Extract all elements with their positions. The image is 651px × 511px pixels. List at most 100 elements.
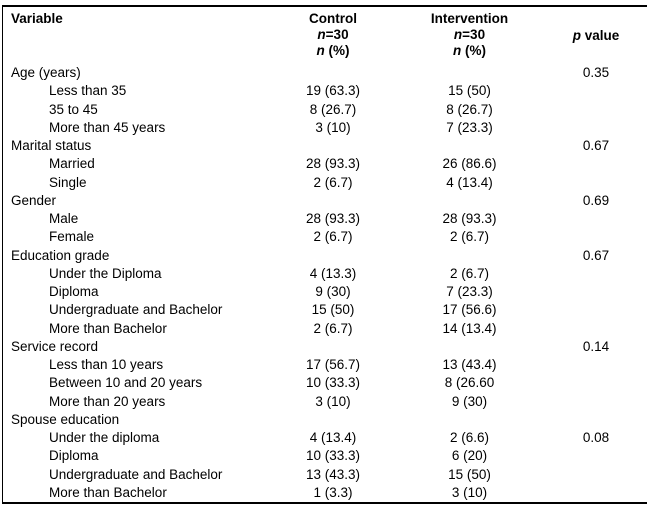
p-value-cell — [546, 301, 647, 319]
col-header-variable: Variable — [11, 11, 63, 26]
table-row: Undergraduate and Bachelor 13 (43.3) 15 (5… — [3, 466, 647, 484]
p-value-cell — [546, 265, 647, 283]
table-row: Under the Diploma 4 (13.3) 2 (6.7) — [3, 265, 647, 283]
intervention-value-cell: 26 (86.6) — [442, 156, 497, 172]
row-label-cell: Less than 35 — [49, 83, 127, 99]
p-value-cell — [546, 393, 647, 411]
intervention-value-cell: 7 (23.3) — [446, 119, 493, 135]
intervention-value-cell: 9 (30) — [451, 393, 488, 409]
row-label-cell: More than 45 years — [49, 119, 166, 135]
table-row: Single 2 (6.7) 4 (13.4) — [3, 174, 647, 192]
p-value-cell: 0.67 — [582, 247, 610, 263]
p-value-cell: 0.14 — [582, 338, 610, 354]
intervention-value-cell: 8 (26.7) — [446, 101, 493, 117]
p-value-cell — [546, 210, 647, 228]
intervention-value-cell: 7 (23.3) — [446, 284, 493, 299]
p-value-cell — [546, 174, 647, 192]
row-label-cell: Spouse education — [11, 411, 120, 427]
intervention-n-pct: n (%) — [453, 43, 486, 58]
control-value-cell: 2 (6.7) — [313, 320, 353, 336]
row-label-cell: Undergraduate and Bachelor — [49, 466, 223, 482]
p-value-cell: 0.35 — [582, 65, 610, 80]
control-value-cell: 9 (30) — [315, 284, 351, 299]
control-value-cell: 10 (33.3) — [305, 375, 361, 391]
control-value-cell: 3 (10) — [315, 393, 351, 409]
row-label-cell: Service record — [11, 338, 99, 354]
p-value-cell — [546, 447, 647, 465]
row-label-cell: Gender — [11, 192, 57, 208]
p-value-cell — [546, 320, 647, 338]
table-row: Age (years) 0.35 — [3, 64, 647, 82]
p-value-cell: 0.08 — [582, 430, 610, 445]
intervention-value-cell: 2 (6.6) — [449, 430, 490, 445]
control-value-cell: 4 (13.3) — [309, 265, 357, 281]
table-row: More than 20 years 3 (10) 9 (30) — [3, 393, 647, 411]
control-value-cell: 15 (50) — [311, 302, 355, 318]
row-label-cell: More than Bachelor — [49, 484, 167, 500]
table-row: Gender 0.69 — [3, 192, 647, 210]
table-row: 35 to 45 8 (26.7) 8 (26.7) — [3, 101, 647, 119]
p-value-cell — [546, 411, 647, 429]
control-value-cell: 2 (6.7) — [313, 229, 353, 245]
row-label-cell: Married — [49, 156, 95, 172]
table-row: Diploma 10 (33.3) 6 (20) — [3, 447, 647, 465]
row-label-cell: Marital status — [11, 138, 92, 153]
p-value-cell — [546, 119, 647, 137]
table-body: Age (years) 0.35 Less than 35 19 (63.3) 15 (… — [3, 64, 647, 503]
row-label-cell: Diploma — [49, 448, 99, 464]
p-value-cell — [546, 466, 647, 484]
intervention-value-cell — [394, 411, 546, 429]
intervention-title: Intervention — [430, 11, 509, 26]
control-value-cell: 13 (43.3) — [305, 466, 361, 482]
table-row: Between 10 and 20 years 10 (33.3) 8 (26.60 — [3, 374, 647, 392]
table-row: Under the diploma 4 (13.4) 2 (6.6) 0.08 — [3, 429, 647, 447]
p-value-cell — [546, 356, 647, 374]
intervention-value-cell: 28 (93.3) — [442, 211, 497, 226]
control-value-cell: 28 (93.3) — [305, 211, 361, 226]
control-value-cell: 3 (10) — [315, 119, 351, 135]
p-value-cell: 0.67 — [582, 138, 610, 153]
p-value-cell — [546, 228, 647, 246]
row-label-cell: Less than 10 years — [49, 357, 164, 372]
control-n-pct: n (%) — [316, 43, 350, 58]
intervention-value-cell: 3 (10) — [451, 484, 488, 500]
table-row: Less than 10 years 17 (56.7) 13 (43.4) — [3, 356, 647, 374]
table-row: Education grade 0.67 — [3, 247, 647, 265]
row-label-cell: Single — [49, 174, 87, 190]
intervention-value-cell — [394, 247, 546, 265]
table-row: Service record 0.14 — [3, 338, 647, 356]
table-row: Diploma 9 (30) 7 (23.3) — [3, 283, 647, 301]
intervention-value-cell: 17 (56.6) — [442, 302, 497, 318]
table-row: Less than 35 19 (63.3) 15 (50) — [3, 82, 647, 100]
intervention-value-cell — [394, 64, 546, 82]
intervention-value-cell: 15 (50) — [448, 466, 491, 482]
demographics-table: Variable Control n=30 n (%) Intervention… — [2, 5, 647, 504]
p-value-cell — [546, 484, 647, 503]
row-label-cell: More than 20 years — [49, 393, 166, 409]
intervention-value-cell: 2 (6.7) — [449, 265, 490, 281]
intervention-value-cell: 4 (13.4) — [446, 174, 493, 190]
control-value-cell: 10 (33.3) — [305, 448, 361, 464]
table-row: More than 45 years 3 (10) 7 (23.3) — [3, 119, 647, 137]
p-value-cell — [546, 101, 647, 119]
control-value-cell: 4 (13.4) — [309, 430, 357, 445]
control-title: Control — [309, 11, 357, 26]
table-row: Female 2 (6.7) 2 (6.7) — [3, 228, 647, 246]
p-value-cell: 0.69 — [582, 192, 610, 208]
row-label-cell: Between 10 and 20 years — [49, 375, 203, 391]
control-value-cell: 1 (3.3) — [313, 484, 353, 500]
p-value-cell — [546, 283, 647, 301]
row-label-cell: 35 to 45 — [49, 101, 98, 117]
row-label-cell: Under the diploma — [49, 430, 160, 445]
row-label-cell: Diploma — [49, 284, 99, 299]
control-value-cell: 8 (26.7) — [309, 101, 357, 117]
intervention-n-count: n=30 — [453, 27, 486, 42]
intervention-value-cell — [394, 338, 546, 356]
control-value-cell — [273, 247, 394, 265]
table-row: More than Bachelor 1 (3.3) 3 (10) — [3, 484, 647, 503]
control-value-cell — [273, 64, 394, 82]
control-value-cell — [273, 411, 394, 429]
col-header-p-value: p value — [572, 28, 620, 43]
table-row: Male 28 (93.3) 28 (93.3) — [3, 210, 647, 228]
row-label-cell: Under the Diploma — [49, 265, 162, 281]
